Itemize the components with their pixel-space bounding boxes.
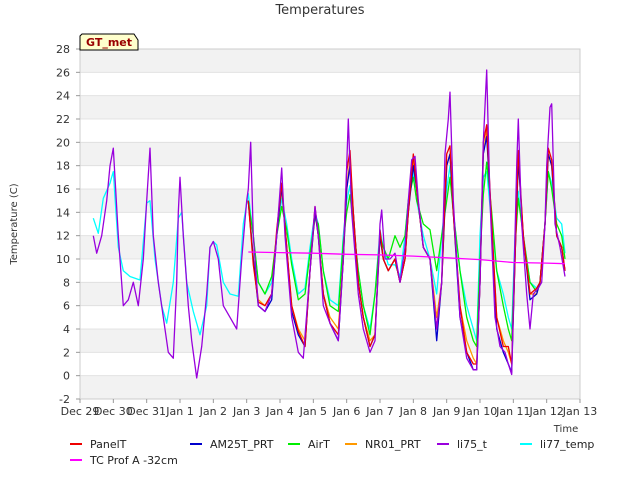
x-axis-label: Time xyxy=(553,424,578,435)
y-tick-label: 0 xyxy=(63,370,70,383)
series-line-tc-prof-a-32cm xyxy=(248,251,566,265)
x-tick-label: Jan 9 xyxy=(432,405,460,418)
grid-bands xyxy=(80,49,580,399)
grid-band xyxy=(80,282,580,306)
x-tick-label: Jan 3 xyxy=(232,405,260,418)
y-tick-label: 10 xyxy=(56,253,70,266)
legend-label: TC Prof A -32cm xyxy=(89,454,178,467)
legend-entry: li77_temp xyxy=(520,438,594,451)
legend-label: li77_temp xyxy=(540,438,594,451)
legend-entry: NR01_PRT xyxy=(345,438,421,451)
station-badge-label: GT_met xyxy=(86,36,132,49)
legend-label: PanelT xyxy=(90,438,127,451)
x-tick-label: Jan 13 xyxy=(562,405,597,418)
legend-label: NR01_PRT xyxy=(365,438,421,451)
y-tick-label: 20 xyxy=(56,136,70,149)
x-tick-label: Jan 8 xyxy=(399,405,427,418)
legend-label: AirT xyxy=(308,438,330,451)
station-badge-box xyxy=(79,33,139,51)
y-tick-label: 28 xyxy=(56,43,70,56)
station-badge: GT_met xyxy=(79,33,139,51)
legend-entry: AM25T_PRT xyxy=(190,438,274,451)
plot-frame xyxy=(79,48,581,400)
legend-label: AM25T_PRT xyxy=(210,438,274,451)
grid-band xyxy=(80,95,580,119)
x-tick-label: Jan 1 xyxy=(165,405,193,418)
y-tick-label: 2 xyxy=(63,346,70,359)
x-tick-label: Dec 31 xyxy=(127,405,166,418)
x-tick-label: Jan 7 xyxy=(365,405,393,418)
legend: PanelT AM25T_PRT AirT NR01_PRT li75_t li77_te… xyxy=(70,438,594,467)
y-tick-label: 14 xyxy=(56,206,70,219)
x-tick-label: Jan 2 xyxy=(199,405,227,418)
y-tick-label: 6 xyxy=(63,300,70,313)
y-tick-label: 8 xyxy=(63,276,70,289)
y-tick-label: 22 xyxy=(56,113,70,126)
legend-entry: li75_t xyxy=(437,438,488,451)
legend-label: li75_t xyxy=(457,438,488,451)
x-tick-label: Jan 12 xyxy=(528,405,563,418)
x-tick-label: Jan 5 xyxy=(299,405,327,418)
x-tick-label: Jan 11 xyxy=(495,405,530,418)
grid-band xyxy=(80,375,580,399)
x-tick-label: Jan 4 xyxy=(265,405,293,418)
x-tick-label: Dec 30 xyxy=(94,405,133,418)
x-tick-label: Jan 10 xyxy=(462,405,497,418)
chart-title: Temperatures xyxy=(274,3,364,18)
x-tick-label: Dec 29 xyxy=(61,405,100,418)
y-tick-label: 18 xyxy=(56,160,70,173)
legend-entry: AirT xyxy=(288,438,330,451)
y-axis-label: Temperature (C) xyxy=(9,183,20,265)
y-tick-label: 24 xyxy=(56,90,70,103)
legend-entry: TC Prof A -32cm xyxy=(70,454,178,467)
series-line-li75-t xyxy=(92,69,566,379)
grid-band xyxy=(80,49,580,73)
y-tick-label: 26 xyxy=(56,66,70,79)
y-tick-label: 4 xyxy=(63,323,70,336)
x-tick-label: Jan 6 xyxy=(332,405,360,418)
y-tick-label: -2 xyxy=(59,393,70,406)
series-layer xyxy=(92,69,566,379)
grid-band xyxy=(80,189,580,213)
y-tick-label: 16 xyxy=(56,183,70,196)
grid-band xyxy=(80,142,580,166)
y-tick-label: 12 xyxy=(56,230,70,243)
legend-entry: PanelT xyxy=(70,438,127,451)
grid-band xyxy=(80,329,580,353)
